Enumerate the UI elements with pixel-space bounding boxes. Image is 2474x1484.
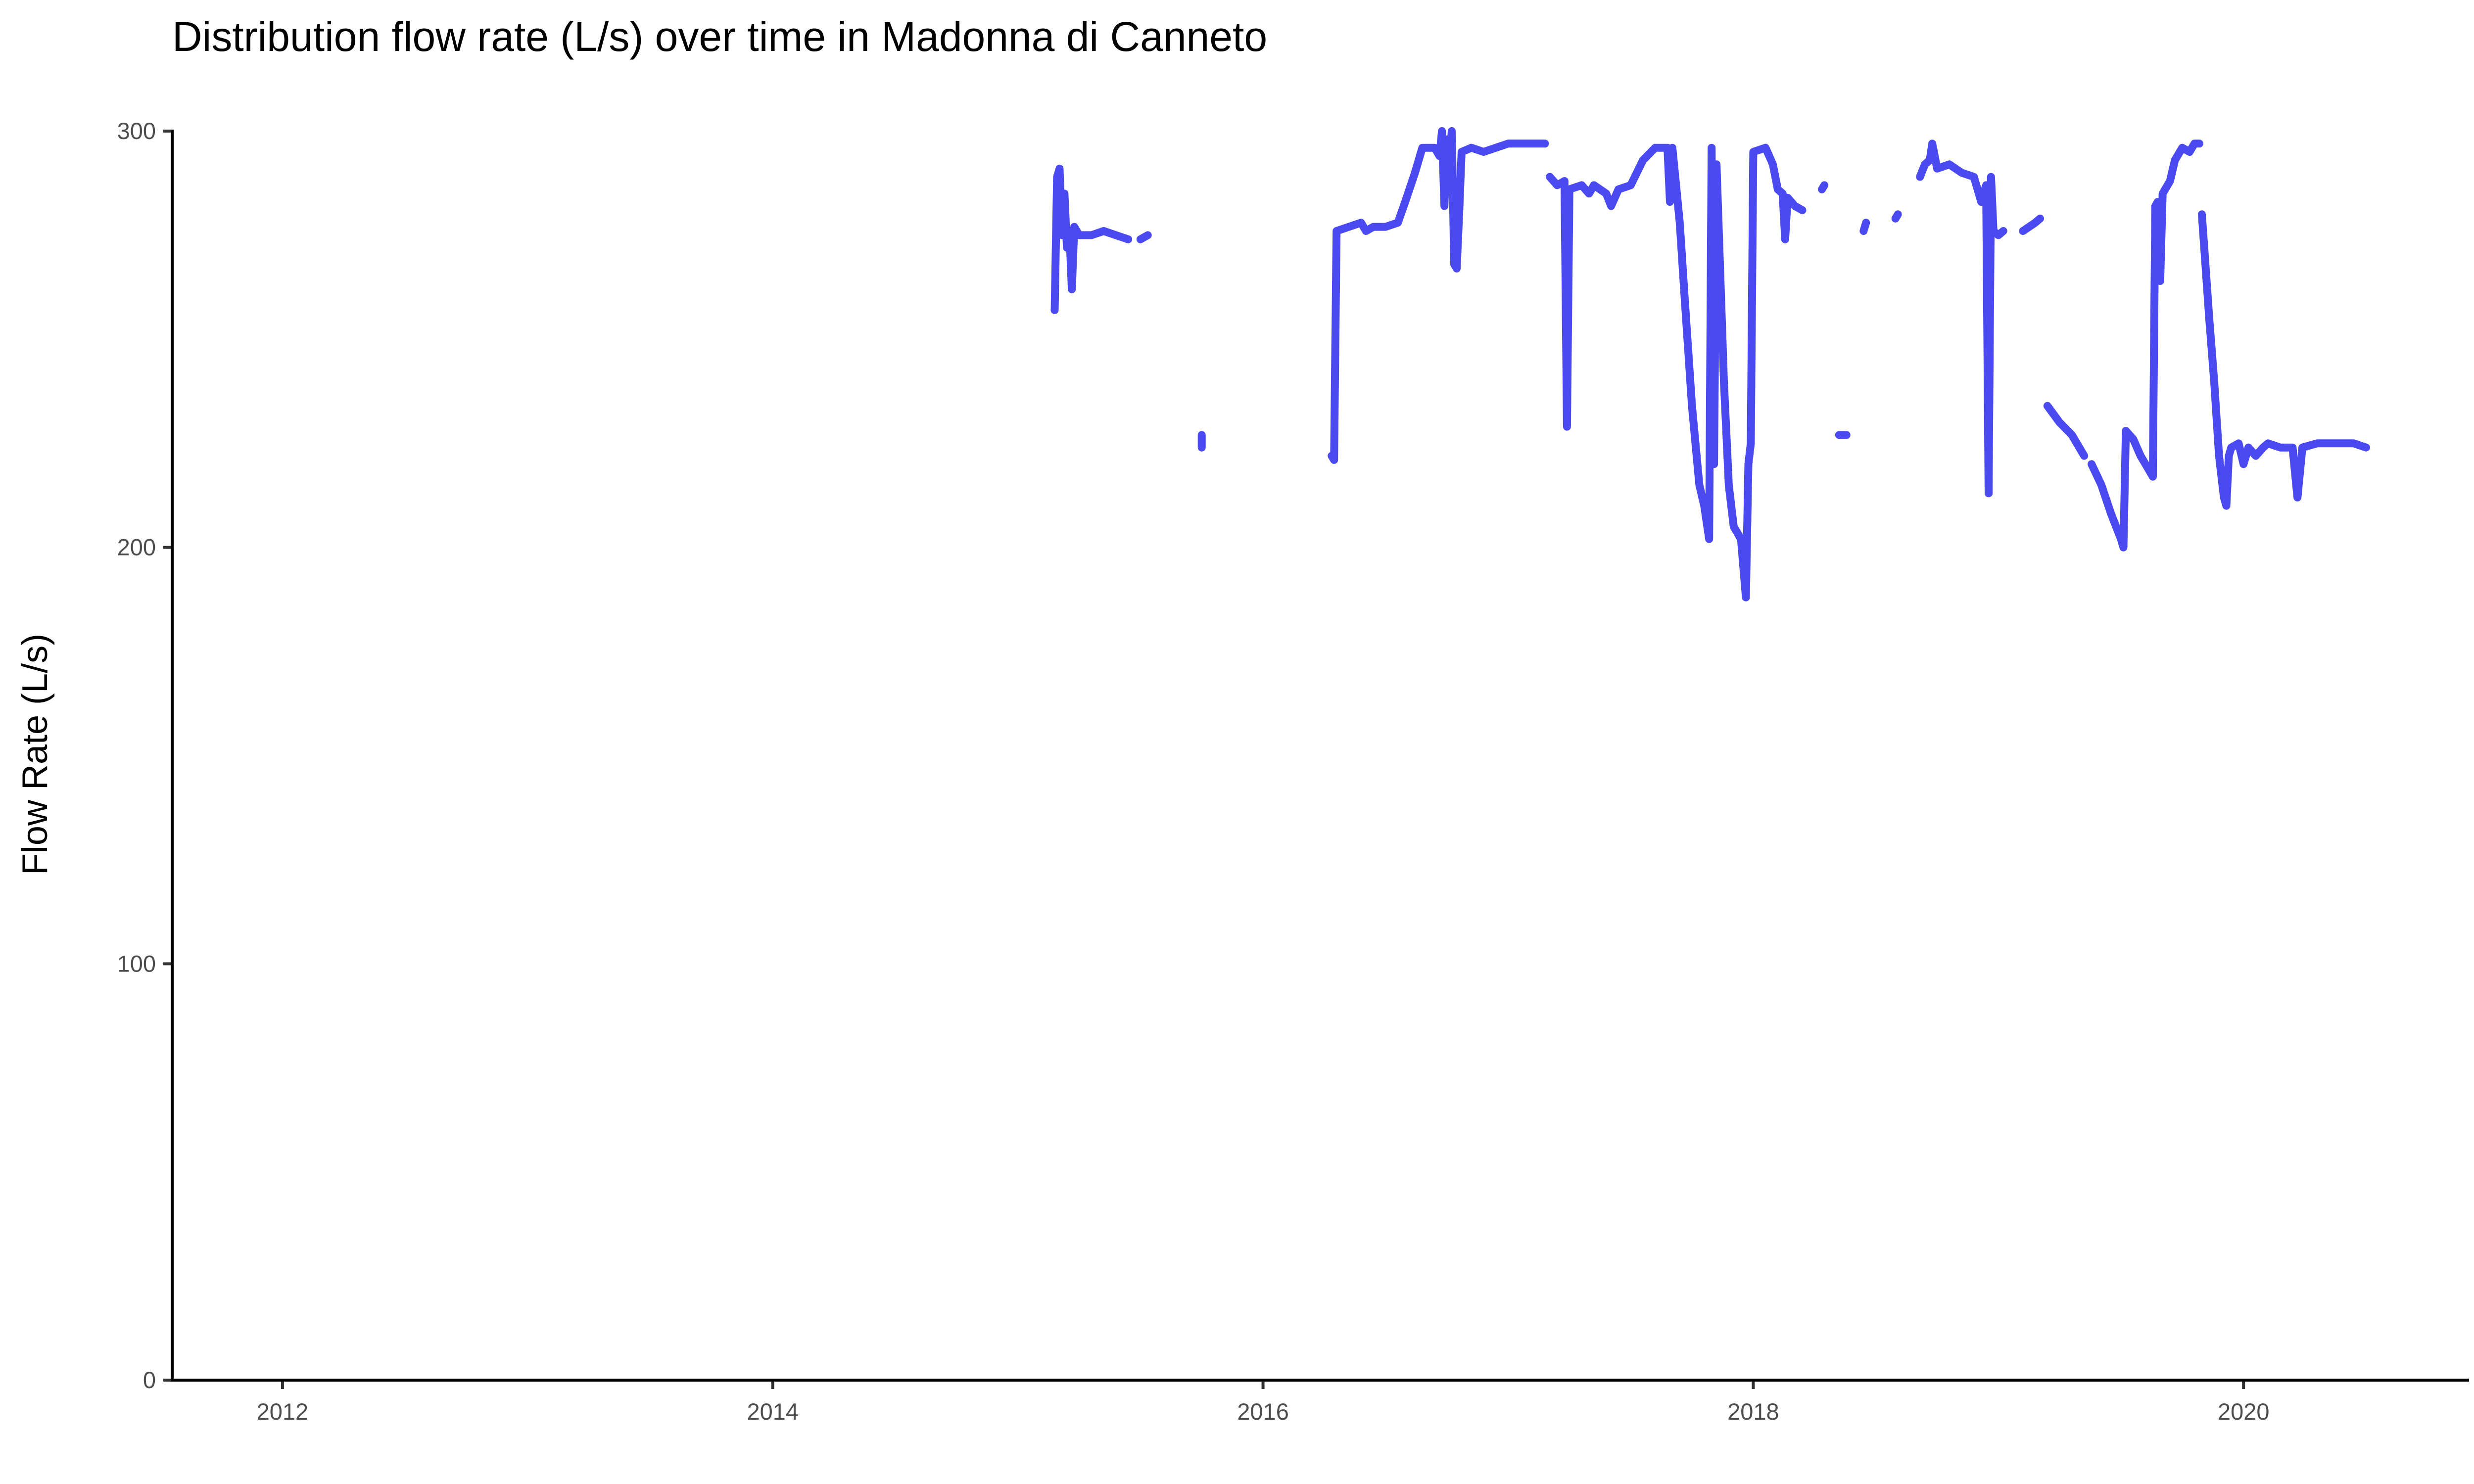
series-line-segment	[1546, 143, 1807, 602]
series-line-segment	[1891, 210, 1902, 223]
x-tick-label: 2020	[2218, 1398, 2270, 1425]
series-line-segment	[1050, 164, 1133, 314]
y-tick-label: 0	[143, 1367, 156, 1393]
series-group	[1050, 127, 2370, 602]
series-line-segment	[2198, 210, 2370, 510]
x-tick-label: 2016	[1237, 1398, 1289, 1425]
x-axis-ticks: 2012 2014 2016 2018 2020	[257, 1380, 2270, 1425]
series-line-segment	[1859, 219, 1870, 235]
series-line-segment	[2043, 402, 2089, 460]
chart-title: Distribution flow rate (L/s) over time i…	[172, 13, 1267, 60]
series-line-segment	[1328, 127, 1549, 464]
x-tick-label: 2018	[1727, 1398, 1779, 1425]
y-axis-label: Flow Rate (L/s)	[15, 634, 55, 875]
x-tick-label: 2012	[257, 1398, 309, 1425]
series-line-segment	[2088, 139, 2203, 552]
series-line-segment	[2019, 214, 2044, 235]
x-tick-label: 2014	[747, 1398, 799, 1425]
y-tick-label: 100	[117, 950, 156, 976]
y-axis-ticks: 0 100 200 300	[117, 118, 172, 1393]
series-line-segment	[1818, 181, 1829, 193]
y-tick-label: 300	[117, 118, 156, 144]
y-tick-label: 200	[117, 534, 156, 560]
series-line-segment	[1916, 139, 2007, 498]
series-line-segment	[1136, 231, 1152, 243]
